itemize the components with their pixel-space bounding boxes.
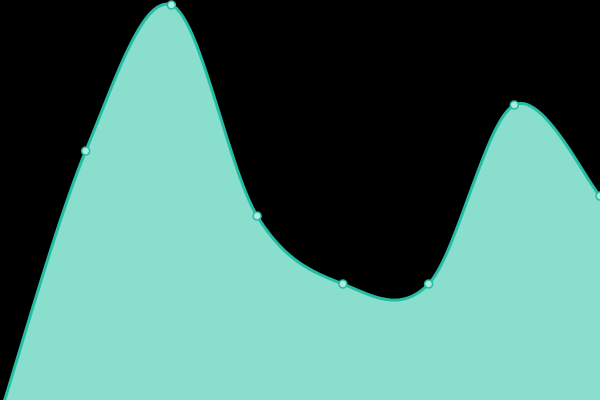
data-point-marker	[338, 279, 348, 289]
data-point-marker	[166, 0, 177, 10]
data-point-marker	[423, 279, 434, 289]
data-point-marker	[80, 146, 91, 156]
data-point-marker	[509, 100, 520, 110]
data-point-marker	[595, 191, 600, 201]
area-fill	[4, 4, 600, 400]
data-point-marker	[252, 211, 262, 221]
